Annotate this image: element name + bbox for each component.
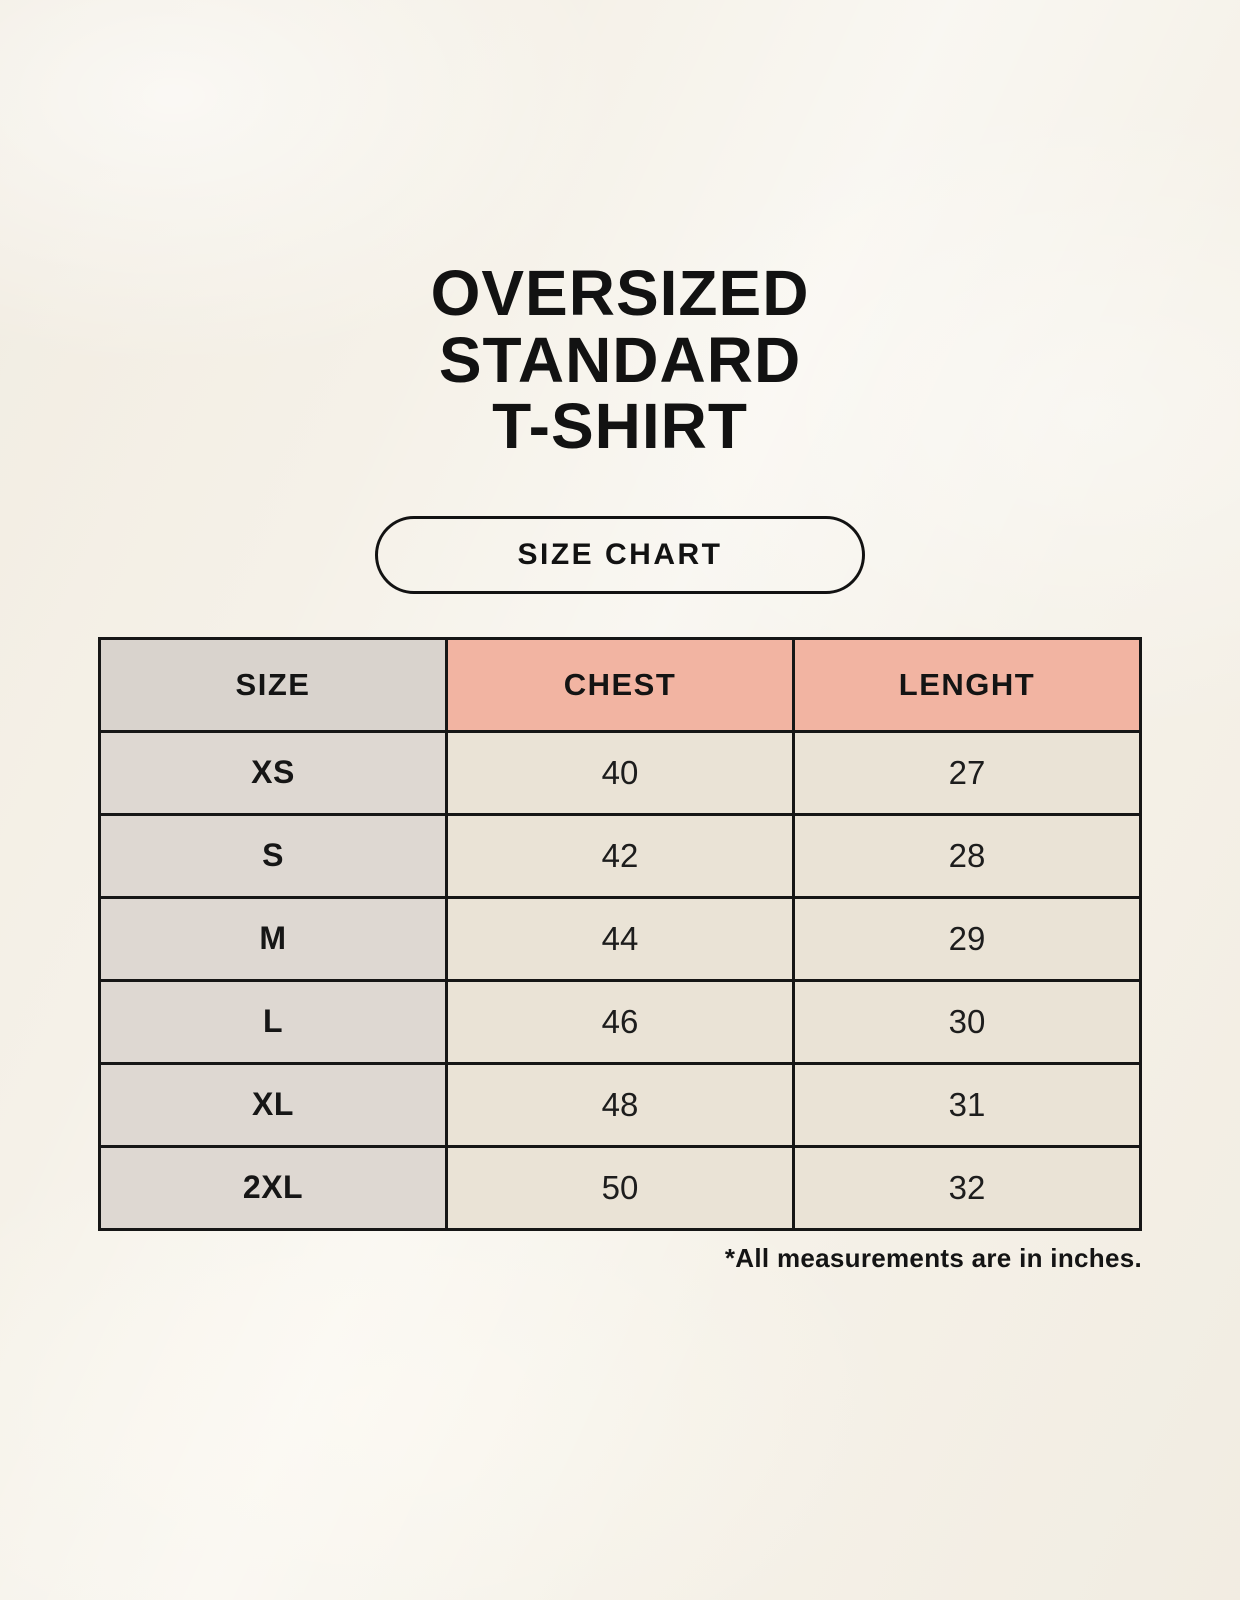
product-title-line: OVERSIZED bbox=[430, 257, 810, 329]
table-row: 2XL 50 32 bbox=[98, 1144, 1142, 1231]
size-chart-button-label: SIZE CHART bbox=[517, 537, 723, 571]
product-title-line: T-SHIRT bbox=[492, 390, 748, 463]
chest-cell: 44 bbox=[445, 895, 795, 982]
length-cell: 28 bbox=[792, 812, 1142, 899]
size-cell: S bbox=[98, 812, 448, 899]
chest-cell: 42 bbox=[445, 812, 795, 899]
size-cell: XL bbox=[98, 1061, 448, 1148]
size-chart-table: SIZE CHEST LENGHT XS 40 27 S 42 28 M bbox=[98, 636, 1142, 1231]
size-cell: M bbox=[98, 895, 448, 982]
product-title: OVERSIZED STANDARD T-SHIRT bbox=[0, 0, 1240, 460]
size-cell: XS bbox=[98, 729, 448, 816]
size-chart-button[interactable]: SIZE CHART bbox=[375, 515, 865, 594]
table-row: XL 48 31 bbox=[98, 1061, 1142, 1148]
table-row: S 42 28 bbox=[98, 812, 1142, 899]
length-cell: 32 bbox=[792, 1144, 1142, 1231]
length-cell: 31 bbox=[792, 1061, 1142, 1148]
chest-cell: 48 bbox=[445, 1061, 795, 1148]
table-header-row: SIZE CHEST LENGHT bbox=[98, 636, 1142, 733]
length-cell: 29 bbox=[792, 895, 1142, 982]
column-header-length: LENGHT bbox=[792, 636, 1142, 733]
size-cell: 2XL bbox=[98, 1144, 448, 1231]
length-cell: 30 bbox=[792, 978, 1142, 1065]
column-header-chest: CHEST bbox=[445, 636, 795, 733]
product-title-line: STANDARD bbox=[438, 323, 802, 396]
column-header-size: SIZE bbox=[98, 636, 448, 733]
length-cell: 27 bbox=[792, 729, 1142, 816]
chest-cell: 50 bbox=[445, 1144, 795, 1231]
chest-cell: 40 bbox=[445, 729, 795, 816]
size-cell: L bbox=[98, 978, 448, 1065]
chest-cell: 46 bbox=[445, 978, 795, 1065]
size-chart-table-container: SIZE CHEST LENGHT XS 40 27 S 42 28 M bbox=[98, 636, 1142, 1231]
table-row: L 46 30 bbox=[98, 978, 1142, 1065]
table-row: M 44 29 bbox=[98, 895, 1142, 982]
table-row: XS 40 27 bbox=[98, 729, 1142, 816]
measurements-note: *All measurements are in inches. bbox=[724, 1242, 1142, 1273]
